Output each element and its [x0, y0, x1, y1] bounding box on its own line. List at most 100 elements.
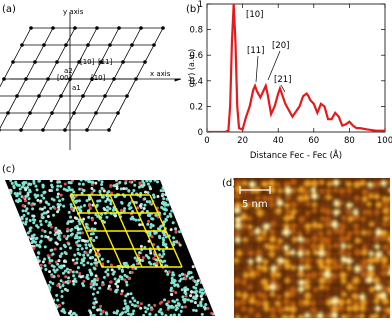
molecule: [61, 290, 64, 293]
stm-feature: [277, 222, 283, 228]
molecule: [103, 276, 106, 279]
stm-feature: [234, 207, 240, 213]
stm-feature: [263, 214, 270, 221]
molecule: [92, 293, 95, 296]
molecule: [44, 268, 47, 271]
molecule: [85, 246, 88, 249]
molecule: [179, 244, 182, 247]
molecule: [59, 247, 62, 250]
stm-feature: [304, 180, 311, 187]
molecule: [86, 261, 89, 264]
molecule: [161, 255, 164, 258]
stm-feature: [290, 301, 295, 306]
stm-feature: [383, 201, 389, 207]
molecule: [56, 284, 59, 287]
molecule: [56, 243, 59, 246]
stm-feature: [341, 314, 347, 320]
stm-feature: [297, 231, 302, 236]
molecule: [141, 185, 144, 188]
molecule: [150, 223, 153, 226]
molecule: [148, 200, 151, 203]
stm-feature: [263, 284, 270, 291]
molecule: [61, 198, 64, 201]
stm-feature: [256, 284, 262, 290]
molecule: [32, 221, 35, 224]
stm-feature: [276, 208, 282, 214]
stm-feature: [303, 242, 310, 249]
lattice-node: [122, 61, 125, 64]
stm-feature: [352, 293, 359, 300]
molecule: [156, 180, 159, 183]
molecule: [78, 199, 81, 202]
molecule: [60, 194, 63, 197]
molecule: [145, 254, 148, 257]
molecule: [203, 306, 206, 309]
molecule: [90, 282, 93, 285]
molecule: [87, 277, 90, 280]
stm-feature: [374, 216, 380, 222]
stm-feature: [256, 216, 263, 223]
stm-feature: [375, 306, 381, 312]
molecule: [181, 288, 184, 291]
stm-feature: [338, 305, 345, 312]
molecule: [99, 305, 102, 308]
stm-feature: [346, 258, 352, 264]
molecule: [35, 237, 38, 240]
stm-feature: [353, 214, 359, 220]
stm-feature: [382, 298, 389, 305]
stm-feature: [284, 203, 290, 209]
molecule: [11, 182, 14, 185]
molecule: [42, 197, 45, 200]
molecule: [77, 252, 80, 255]
stm-feature: [326, 308, 332, 314]
molecule: [59, 255, 62, 258]
molecule: [192, 286, 195, 289]
molecule: [80, 179, 83, 182]
data-line: [207, 4, 385, 132]
stm-feature: [333, 228, 339, 234]
stm-feature: [304, 313, 310, 319]
molecule: [110, 192, 113, 195]
molecule: [93, 189, 96, 192]
molecule: [177, 304, 180, 307]
molecule: [75, 234, 78, 237]
molecule: [106, 206, 109, 209]
molecule: [133, 179, 136, 182]
molecule: [174, 231, 177, 234]
y-tick-label: 0: [198, 128, 203, 138]
stm-feature: [291, 209, 297, 215]
molecule: [144, 310, 147, 313]
stm-feature: [318, 299, 325, 306]
molecule: [164, 243, 167, 246]
stm-feature: [284, 263, 291, 270]
stm-feature: [233, 277, 240, 284]
panel-label: (c): [2, 164, 15, 175]
stm-feature: [383, 216, 389, 222]
stm-feature: [383, 186, 389, 192]
stm-feature: [353, 314, 359, 320]
molecule: [139, 204, 142, 207]
stm-feature: [310, 300, 316, 306]
stm-feature: [324, 221, 331, 228]
molecule: [115, 179, 118, 182]
molecule: [129, 292, 132, 295]
molecule: [69, 246, 72, 249]
molecule: [81, 231, 84, 234]
molecule: [54, 207, 57, 210]
stm-feature: [361, 223, 367, 229]
molecule: [149, 226, 152, 229]
molecule: [88, 204, 91, 207]
molecule: [80, 261, 83, 264]
molecule: [83, 189, 86, 192]
molecule: [67, 235, 70, 238]
molecule: [98, 287, 101, 290]
stm-feature: [240, 298, 246, 304]
lattice-node: [135, 78, 138, 81]
molecule: [174, 291, 177, 294]
molecule: [150, 308, 153, 311]
molecule: [181, 306, 184, 309]
stm-feature: [325, 209, 332, 216]
molecule: [59, 286, 62, 289]
molecule: [161, 313, 164, 316]
molecule: [176, 307, 179, 310]
